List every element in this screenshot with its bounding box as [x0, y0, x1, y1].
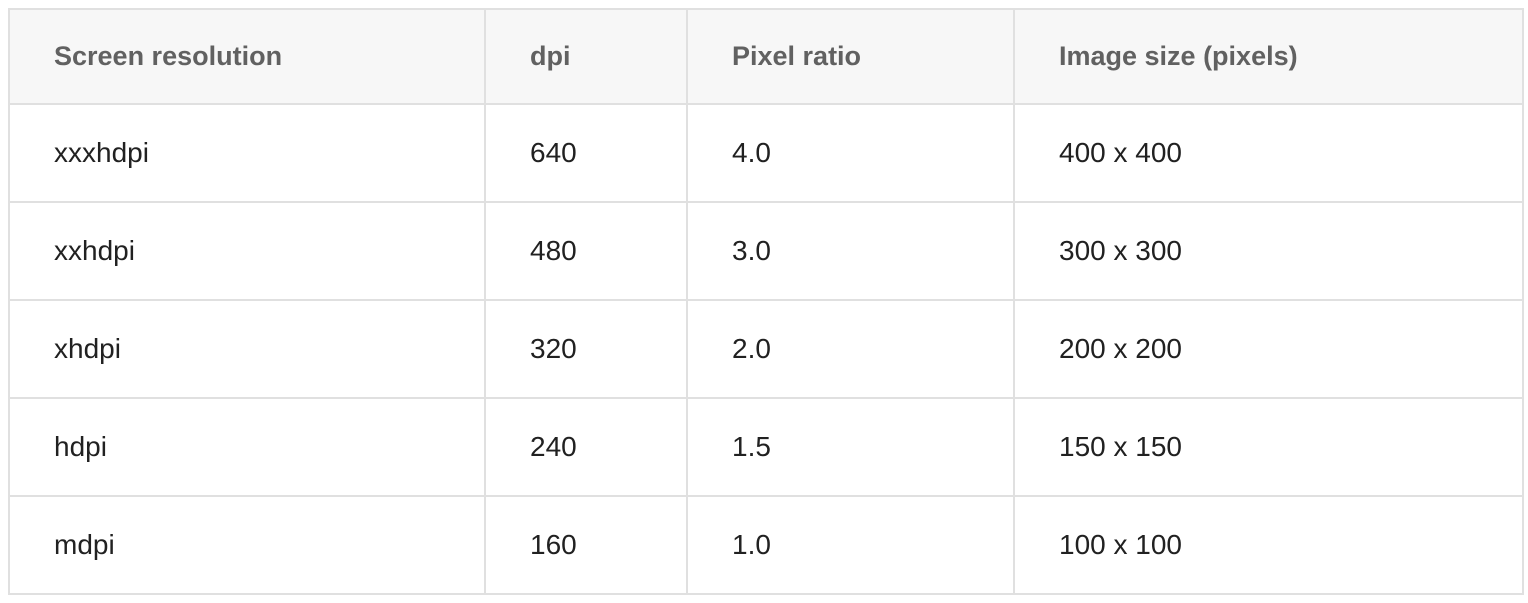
- cell-pixel-ratio: 3.0: [686, 201, 1015, 301]
- cell-image-size: 150 x 150: [1013, 397, 1524, 497]
- cell-pixel-ratio: 1.5: [686, 397, 1015, 497]
- cell-resolution: xhdpi: [8, 299, 486, 399]
- header-row: Screen resolution dpi Pixel ratio Image …: [8, 8, 1524, 105]
- table-row: xxxhdpi 640 4.0 400 x 400: [8, 103, 1524, 203]
- cell-resolution: hdpi: [8, 397, 486, 497]
- cell-dpi: 240: [484, 397, 688, 497]
- cell-dpi: 480: [484, 201, 688, 301]
- cell-image-size: 100 x 100: [1013, 495, 1524, 595]
- cell-dpi: 320: [484, 299, 688, 399]
- table-row: mdpi 160 1.0 100 x 100: [8, 495, 1524, 595]
- cell-dpi: 640: [484, 103, 688, 203]
- cell-image-size: 300 x 300: [1013, 201, 1524, 301]
- table-header: Screen resolution dpi Pixel ratio Image …: [8, 8, 1524, 105]
- cell-pixel-ratio: 4.0: [686, 103, 1015, 203]
- header-cell-dpi: dpi: [484, 8, 688, 105]
- cell-resolution: xxhdpi: [8, 201, 486, 301]
- cell-resolution: mdpi: [8, 495, 486, 595]
- cell-image-size: 200 x 200: [1013, 299, 1524, 399]
- cell-image-size: 400 x 400: [1013, 103, 1524, 203]
- cell-resolution: xxxhdpi: [8, 103, 486, 203]
- cell-pixel-ratio: 2.0: [686, 299, 1015, 399]
- cell-dpi: 160: [484, 495, 688, 595]
- table-row: xxhdpi 480 3.0 300 x 300: [8, 201, 1524, 301]
- header-cell-screen-resolution: Screen resolution: [8, 8, 486, 105]
- table-row: xhdpi 320 2.0 200 x 200: [8, 299, 1524, 399]
- header-cell-image-size: Image size (pixels): [1013, 8, 1524, 105]
- header-cell-pixel-ratio: Pixel ratio: [686, 8, 1015, 105]
- screen-resolution-table: Screen resolution dpi Pixel ratio Image …: [8, 8, 1524, 595]
- table-body: xxxhdpi 640 4.0 400 x 400 xxhdpi 480 3.0…: [8, 103, 1524, 595]
- table-row: hdpi 240 1.5 150 x 150: [8, 397, 1524, 497]
- cell-pixel-ratio: 1.0: [686, 495, 1015, 595]
